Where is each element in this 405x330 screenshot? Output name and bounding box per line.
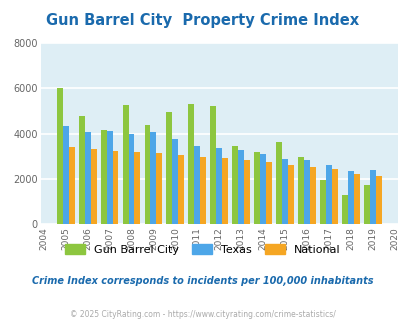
Bar (188, 104, 194, 224)
Bar (287, 165, 293, 224)
Bar (112, 151, 118, 224)
Bar (90, 149, 96, 224)
Bar (85, 132, 90, 224)
Bar (100, 130, 107, 224)
Bar (216, 148, 222, 224)
Bar (107, 131, 112, 224)
Bar (375, 176, 381, 224)
Bar (156, 153, 162, 224)
Bar (281, 159, 287, 224)
Bar (194, 146, 200, 224)
Bar (222, 158, 228, 224)
Bar (341, 195, 347, 224)
Bar (319, 180, 325, 224)
Bar (369, 170, 375, 224)
Bar (331, 169, 337, 224)
Bar (353, 174, 359, 224)
Bar (232, 146, 238, 224)
Bar (128, 134, 134, 224)
Bar (122, 105, 128, 224)
Bar (144, 125, 150, 224)
Bar (79, 116, 85, 224)
Bar (150, 132, 156, 224)
Bar (309, 167, 315, 224)
Bar (265, 162, 271, 224)
Bar (63, 126, 68, 224)
Bar (275, 142, 281, 224)
Bar (134, 152, 140, 224)
Bar (200, 157, 206, 224)
Bar (325, 165, 331, 224)
Bar (172, 139, 178, 224)
Bar (363, 185, 369, 224)
Bar (303, 160, 309, 224)
Text: © 2025 CityRating.com - https://www.cityrating.com/crime-statistics/: © 2025 CityRating.com - https://www.city… (70, 310, 335, 319)
Legend: Gun Barrel City, Texas, National: Gun Barrel City, Texas, National (61, 240, 344, 259)
Bar (254, 152, 260, 224)
Bar (347, 171, 353, 224)
Bar (68, 147, 75, 224)
Bar (178, 155, 184, 224)
Bar (166, 112, 172, 224)
Text: Gun Barrel City  Property Crime Index: Gun Barrel City Property Crime Index (46, 13, 359, 28)
Bar (238, 150, 243, 224)
Bar (260, 154, 265, 224)
Bar (297, 157, 303, 224)
Bar (243, 160, 249, 224)
Bar (57, 88, 63, 224)
Bar (210, 106, 216, 224)
Text: Crime Index corresponds to incidents per 100,000 inhabitants: Crime Index corresponds to incidents per… (32, 276, 373, 286)
